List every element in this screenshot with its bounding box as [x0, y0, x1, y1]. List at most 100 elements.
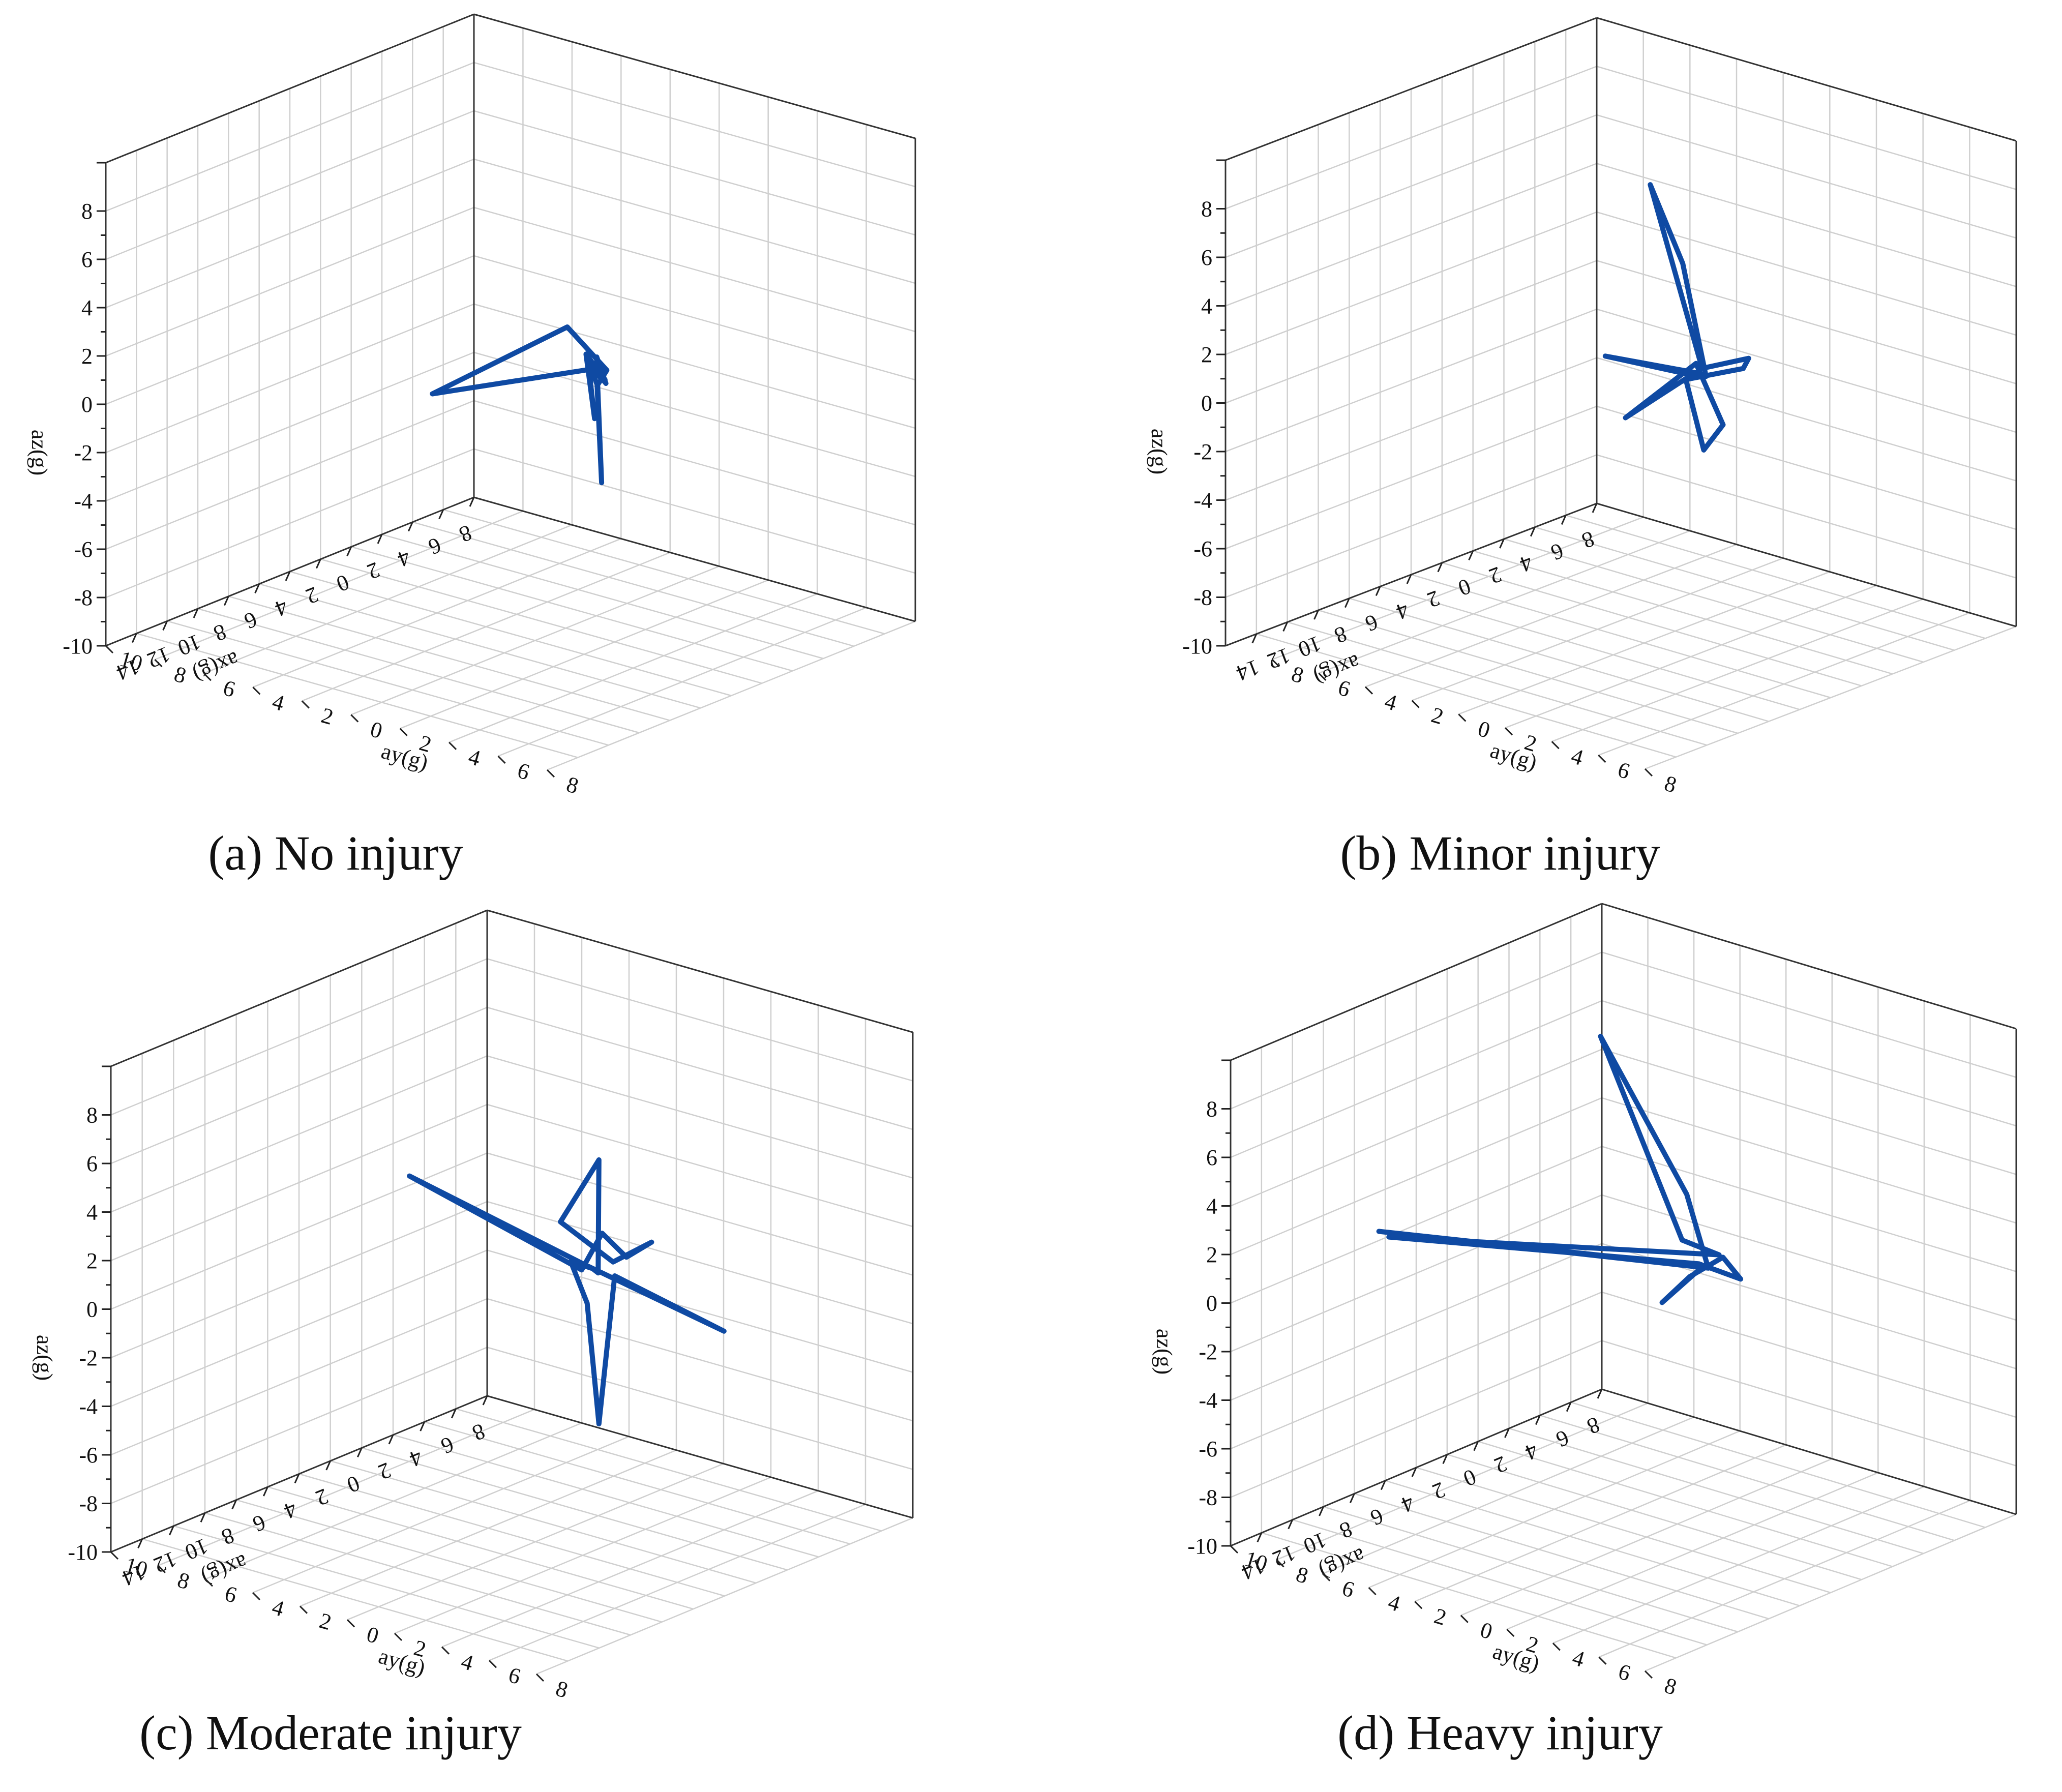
- gridline-y-floor: [158, 1409, 535, 1566]
- gridline-z-right: [473, 206, 916, 333]
- gridline-z-right: [1596, 308, 2017, 433]
- x-tick: [325, 1460, 332, 1471]
- gridline-x-floor: [259, 583, 701, 709]
- gridline-y-floor: [1322, 1416, 1694, 1574]
- gridline-z-left: [1225, 454, 1597, 598]
- x-tick: [1473, 1441, 1479, 1451]
- gridline-z-left: [1230, 1291, 1602, 1450]
- x-tick-label: 6: [249, 1510, 269, 1537]
- y-tick: [399, 728, 408, 736]
- x-tick-label: 0: [1460, 1464, 1480, 1491]
- gridline-z-left: [1225, 357, 1597, 501]
- x-tick-label: 8: [210, 619, 230, 646]
- gridline-y-floor: [1505, 585, 1877, 729]
- x-tick-label: 6: [425, 532, 445, 560]
- z-tick-label: 4: [81, 295, 93, 320]
- y-tick: [301, 700, 310, 709]
- z-tick-label: -6: [1193, 536, 1212, 561]
- data-trace: [1376, 1033, 1744, 1305]
- y-tick-label: 2: [317, 1608, 335, 1635]
- gridline-z-right: [1601, 1049, 2017, 1175]
- gridline-z-left: [110, 1298, 488, 1456]
- gridline-x-floor: [361, 1447, 788, 1571]
- gridline-y-floor: [1598, 1500, 1970, 1658]
- z-tick-label: 2: [1201, 342, 1212, 367]
- x-tick: [407, 522, 413, 532]
- y-tick: [346, 1619, 355, 1628]
- gridline-y-floor: [394, 1476, 771, 1634]
- y-tick: [535, 1673, 545, 1682]
- gridline-y-floor: [1598, 612, 1970, 756]
- x-tick: [1504, 1428, 1510, 1438]
- z-tick-label: -10: [1187, 1534, 1217, 1559]
- y-tick-label: 8: [564, 771, 581, 798]
- gridline-z-left: [110, 1006, 488, 1164]
- x-tick-label: 0: [333, 570, 353, 597]
- gridline-x-floor: [1287, 621, 1708, 746]
- y-tick: [299, 1605, 308, 1614]
- z-tick-label: -2: [1199, 1339, 1217, 1364]
- x-tick: [438, 509, 444, 519]
- gridline-x-floor: [1442, 562, 1862, 686]
- gridline-z-left: [105, 303, 474, 454]
- gridline-y-floor: [1645, 1513, 2017, 1672]
- x-tick: [1313, 610, 1319, 620]
- gridline-x-floor: [443, 509, 885, 635]
- x-tick-label: 10: [1295, 631, 1325, 663]
- gridline-y-floor: [1506, 1472, 1878, 1630]
- x-tick: [1597, 1389, 1603, 1399]
- gridline-z-right: [1601, 1291, 2017, 1418]
- x-tick: [162, 620, 168, 631]
- gridline-y-floor: [1272, 516, 1644, 661]
- x-tick: [1344, 598, 1350, 608]
- z-tick-label: 2: [86, 1248, 98, 1273]
- gridline-z-left: [1230, 1243, 1602, 1401]
- gridline-z-left: [110, 1103, 488, 1262]
- x-tick: [1411, 1467, 1417, 1477]
- x-tick-label: 4: [1393, 598, 1412, 625]
- gridline-z-left: [105, 110, 474, 260]
- gridline-z-right: [487, 958, 913, 1082]
- z-tick-label: 2: [81, 344, 93, 369]
- z-tick-label: -4: [79, 1394, 98, 1419]
- gridline-z-left: [105, 62, 474, 212]
- z-tick-label: 8: [81, 199, 93, 224]
- z-tick-label: 4: [86, 1200, 98, 1225]
- x-tick-label: 8: [456, 520, 475, 548]
- z-tick-label: 0: [1201, 391, 1212, 416]
- x-tick: [377, 534, 383, 544]
- y-tick-label: 0: [1477, 1617, 1495, 1644]
- gridline-x-floor: [1416, 1467, 1831, 1594]
- gridline-z-right: [473, 400, 916, 526]
- x-tick-label: 12: [150, 1546, 180, 1578]
- x-tick-label: 12: [144, 642, 174, 673]
- y-tick: [203, 673, 212, 681]
- x-tick-label: 4: [406, 1445, 426, 1472]
- gridline-x-floor: [1534, 526, 1955, 651]
- x-tick: [356, 1447, 363, 1457]
- y-tick: [394, 1632, 403, 1641]
- y-tick: [1458, 713, 1467, 722]
- x-tick-label: 2: [1424, 585, 1443, 613]
- x-tick: [1288, 1519, 1294, 1530]
- gridline-x-floor: [228, 595, 670, 721]
- z-tick-label: -2: [1193, 439, 1212, 464]
- y-tick: [1318, 672, 1327, 681]
- y-tick-label: 6: [1615, 757, 1633, 784]
- gridline-x-floor: [1256, 633, 1677, 758]
- gridline-z-right: [487, 1347, 913, 1470]
- x-tick: [1349, 1493, 1355, 1503]
- z-tick-label: 6: [1201, 245, 1212, 270]
- gridline-z-left: [105, 448, 474, 599]
- x-tick: [315, 559, 321, 569]
- y-tick-label: 2: [1431, 1603, 1449, 1630]
- x-tick-label: 2: [1429, 1477, 1449, 1505]
- y-tick: [1271, 659, 1280, 667]
- y-tick-label: 6: [222, 1581, 240, 1608]
- z-tick-label: -2: [79, 1346, 98, 1370]
- gridline-z-left: [105, 255, 474, 405]
- gridline-z-left: [110, 1249, 488, 1407]
- panel-caption: (d) Heavy injury: [1337, 1706, 1663, 1760]
- x-tick: [388, 1435, 394, 1445]
- frame-floor-right: [487, 1395, 913, 1519]
